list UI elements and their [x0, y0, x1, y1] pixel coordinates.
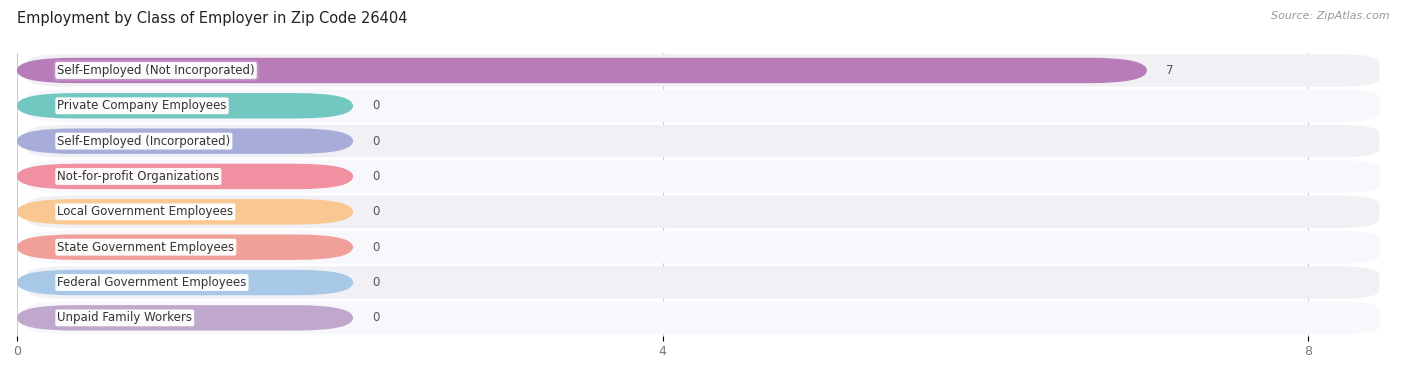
Text: 0: 0 [373, 99, 380, 112]
Text: Source: ZipAtlas.com: Source: ZipAtlas.com [1271, 11, 1389, 21]
Text: 0: 0 [373, 241, 380, 254]
Text: 0: 0 [373, 311, 380, 324]
FancyBboxPatch shape [17, 129, 353, 154]
FancyBboxPatch shape [27, 231, 1379, 264]
Text: State Government Employees: State Government Employees [58, 241, 235, 254]
Text: 0: 0 [373, 170, 380, 183]
FancyBboxPatch shape [17, 164, 353, 189]
FancyBboxPatch shape [17, 305, 353, 331]
Text: Self-Employed (Incorporated): Self-Employed (Incorporated) [58, 135, 231, 148]
FancyBboxPatch shape [17, 234, 353, 260]
Text: Self-Employed (Not Incorporated): Self-Employed (Not Incorporated) [58, 64, 254, 77]
FancyBboxPatch shape [17, 58, 1147, 83]
Text: Not-for-profit Organizations: Not-for-profit Organizations [58, 170, 219, 183]
FancyBboxPatch shape [17, 270, 353, 295]
FancyBboxPatch shape [27, 196, 1379, 228]
FancyBboxPatch shape [27, 125, 1379, 158]
Text: 0: 0 [373, 276, 380, 289]
FancyBboxPatch shape [17, 93, 353, 118]
Text: Employment by Class of Employer in Zip Code 26404: Employment by Class of Employer in Zip C… [17, 11, 408, 26]
Text: Local Government Employees: Local Government Employees [58, 205, 233, 218]
FancyBboxPatch shape [27, 302, 1379, 334]
Text: Federal Government Employees: Federal Government Employees [58, 276, 246, 289]
FancyBboxPatch shape [27, 54, 1379, 87]
FancyBboxPatch shape [27, 266, 1379, 299]
FancyBboxPatch shape [17, 199, 353, 225]
Text: 0: 0 [373, 135, 380, 148]
Text: 0: 0 [373, 205, 380, 218]
Text: Private Company Employees: Private Company Employees [58, 99, 226, 112]
Text: Unpaid Family Workers: Unpaid Family Workers [58, 311, 193, 324]
FancyBboxPatch shape [27, 160, 1379, 193]
FancyBboxPatch shape [27, 90, 1379, 122]
Text: 7: 7 [1167, 64, 1174, 77]
